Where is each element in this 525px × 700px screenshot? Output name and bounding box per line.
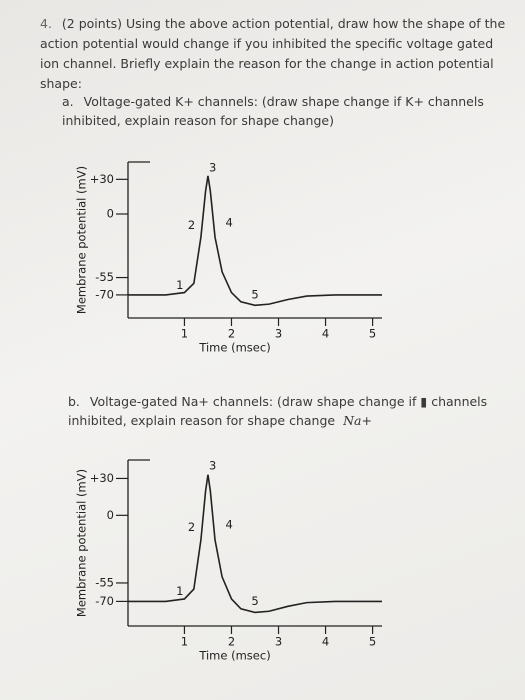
- question: 4. (2 points) Using the above action pot…: [40, 14, 510, 94]
- y-tick-label: 0: [107, 207, 114, 221]
- x-tick-label: 5: [369, 635, 376, 649]
- y-tick-label: +30: [90, 471, 114, 485]
- x-tick-label: 5: [369, 327, 376, 341]
- y-tick-label: -70: [95, 594, 114, 608]
- x-tick-label: 1: [181, 327, 188, 341]
- phase-label: 5: [251, 287, 258, 301]
- part-letter: a.: [62, 94, 74, 109]
- part-text: Voltage-gated K+ channels: (draw shape c…: [62, 94, 484, 128]
- y-tick-label: +30: [90, 172, 114, 186]
- part-text: Voltage-gated Na+ channels: (draw shape …: [68, 394, 488, 428]
- x-tick-label: 3: [275, 327, 282, 341]
- x-tick-label: 2: [228, 327, 235, 341]
- phase-label: 2: [188, 520, 195, 534]
- phase-label: 4: [225, 216, 232, 230]
- handwritten-note: Na+: [343, 413, 372, 428]
- question-points: (2 points): [61, 16, 122, 31]
- x-tick-label: 3: [275, 635, 282, 649]
- x-tick-label: 4: [322, 327, 329, 341]
- question-number: 4.: [40, 16, 52, 31]
- line-series: [128, 474, 382, 614]
- y-axis-label: Membrane potential (mV): [75, 469, 89, 617]
- part: b. Voltage-gated Na+ channels: (draw sha…: [68, 392, 508, 430]
- x-tick-label: 1: [181, 635, 188, 649]
- phase-label: 1: [176, 278, 183, 292]
- y-axis-label: Membrane potential (mV): [75, 166, 89, 314]
- phase-label: 5: [251, 594, 258, 608]
- question-text: Using the above action potential, draw h…: [40, 16, 506, 91]
- phase-label: 1: [176, 584, 183, 598]
- chart: +30 0 -55 -70 1 2 3 4 5 Time (msec) Membrane poten…: [75, 160, 382, 355]
- chart: +30 0 -55 -70 1 2 3 4 5 Time (msec) Membrane poten…: [75, 459, 382, 663]
- y-tick-label: 0: [107, 508, 114, 522]
- x-axis-label: Time (msec): [198, 649, 270, 663]
- phase-label: 2: [188, 218, 195, 232]
- y-tick-label: -55: [95, 575, 114, 589]
- x-tick-label: 2: [228, 635, 235, 649]
- x-tick-label: 4: [322, 635, 329, 649]
- part: a. Voltage-gated K+ channels: (draw shap…: [62, 92, 502, 130]
- y-tick-label: -70: [95, 287, 114, 301]
- y-tick-label: -55: [95, 270, 114, 284]
- phase-label: 3: [209, 160, 216, 174]
- part-letter: b.: [68, 394, 80, 409]
- phase-label: 4: [225, 518, 232, 532]
- phase-label: 3: [209, 459, 216, 473]
- x-axis-label: Time (msec): [198, 341, 270, 355]
- line-series: [128, 175, 382, 307]
